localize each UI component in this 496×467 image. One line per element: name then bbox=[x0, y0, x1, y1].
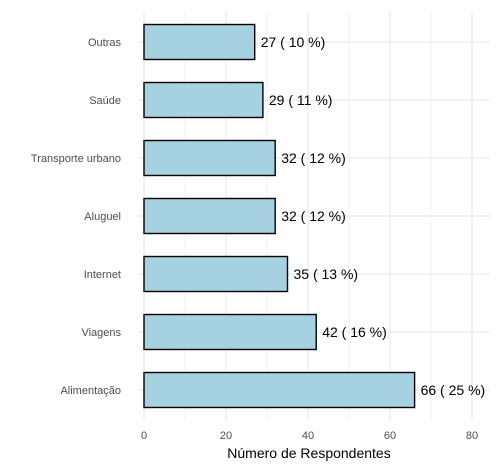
data-label: 66 ( 25 %) bbox=[421, 382, 486, 398]
bar bbox=[144, 83, 263, 118]
category-label: Internet bbox=[84, 269, 121, 281]
bar bbox=[144, 257, 288, 292]
category-labels: Outras Saúde Transporte urbano Aluguel Inter… bbox=[31, 37, 122, 397]
x-tick-labels: 0 20 40 60 80 bbox=[141, 430, 478, 442]
bar bbox=[144, 373, 415, 408]
data-label: 42 ( 16 %) bbox=[322, 324, 387, 340]
data-label: 35 ( 13 %) bbox=[294, 266, 359, 282]
bar bbox=[144, 315, 316, 350]
x-axis-title: Número de Respondentes bbox=[227, 445, 390, 461]
data-label: 32 ( 12 %) bbox=[281, 150, 346, 166]
category-label: Transporte urbano bbox=[31, 153, 121, 165]
x-tick-label: 60 bbox=[384, 430, 396, 442]
data-label: 29 ( 11 %) bbox=[269, 92, 333, 108]
x-tick-label: 0 bbox=[141, 430, 147, 442]
x-tick-label: 20 bbox=[220, 430, 232, 442]
category-label: Alimentação bbox=[60, 385, 121, 397]
category-label: Saúde bbox=[89, 95, 121, 107]
bar bbox=[144, 141, 275, 176]
category-label: Outras bbox=[88, 37, 122, 49]
category-label: Viagens bbox=[81, 327, 121, 339]
category-label: Aluguel bbox=[84, 211, 121, 223]
bar bbox=[144, 199, 275, 234]
data-label: 27 ( 10 %) bbox=[261, 34, 326, 50]
data-label: 32 ( 12 %) bbox=[281, 208, 346, 224]
bar bbox=[144, 25, 255, 60]
x-tick-label: 40 bbox=[302, 430, 314, 442]
x-tick-label: 80 bbox=[466, 430, 478, 442]
